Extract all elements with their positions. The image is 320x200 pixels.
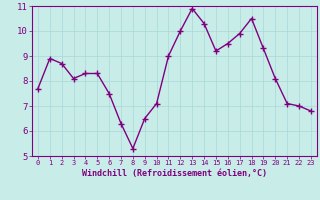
X-axis label: Windchill (Refroidissement éolien,°C): Windchill (Refroidissement éolien,°C) (82, 169, 267, 178)
